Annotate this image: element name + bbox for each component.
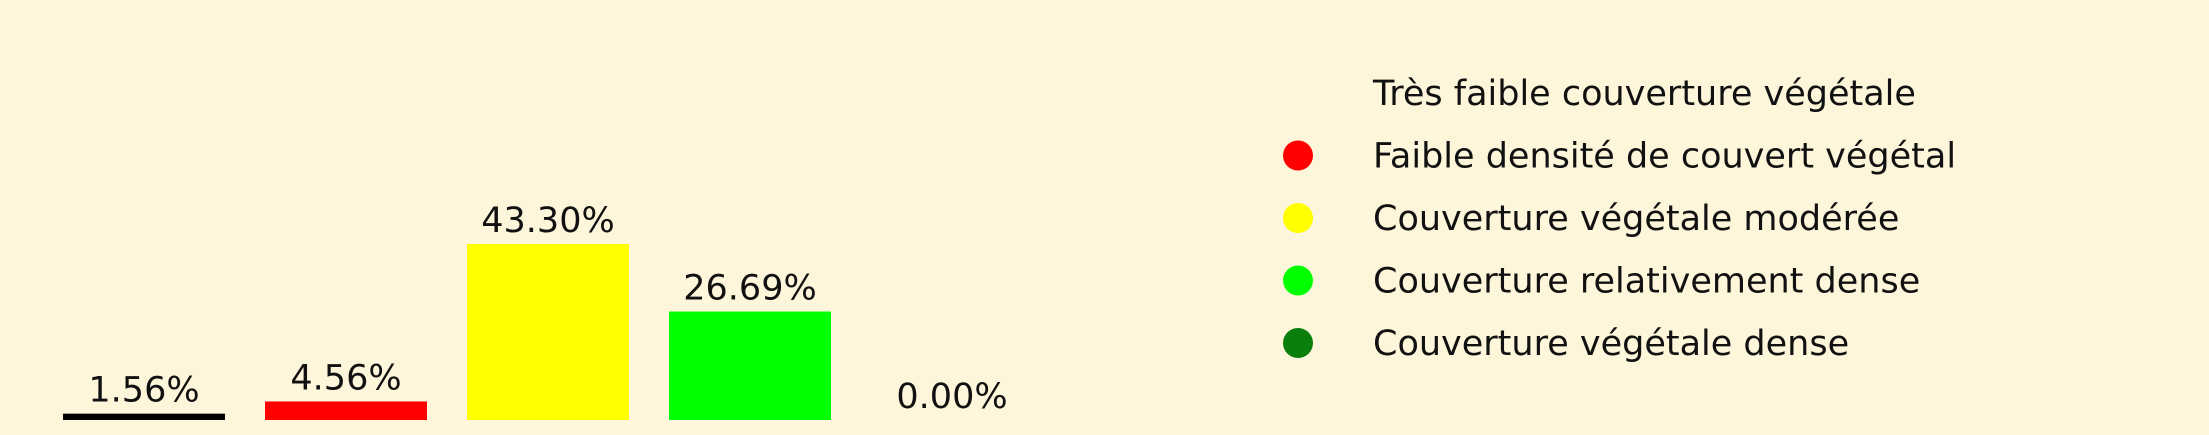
legend-entry-2: Faible densité de couvert végétal bbox=[1373, 137, 1956, 177]
legend-entry-3: Couverture végétale modérée bbox=[1373, 199, 1899, 239]
bar-label-3: 43.30% bbox=[481, 201, 614, 241]
legend: Très faible couverture végétale Faible de… bbox=[1283, 74, 1956, 364]
legend-entry-4: Couverture relativement dense bbox=[1373, 262, 1920, 302]
legend-marker-2 bbox=[1283, 140, 1313, 171]
bar-label-1: 1.56% bbox=[88, 371, 199, 411]
bar-label-2: 4.56% bbox=[290, 358, 401, 398]
legend-marker-4 bbox=[1283, 265, 1313, 296]
legend-entry-1: Très faible couverture végétale bbox=[1372, 74, 1916, 114]
bar-4 bbox=[669, 311, 831, 420]
bar-3 bbox=[467, 244, 629, 420]
bar-2 bbox=[265, 401, 427, 420]
bar-1 bbox=[63, 413, 225, 420]
legend-marker-3 bbox=[1283, 203, 1313, 233]
legend-marker-1 bbox=[1283, 78, 1313, 108]
bars-group bbox=[63, 244, 831, 420]
bar-labels-group: 1.56% 4.56% 43.30% 26.69% 0.00% bbox=[88, 201, 1007, 417]
legend-entry-5: Couverture végétale dense bbox=[1373, 324, 1849, 364]
legend-marker-5 bbox=[1283, 328, 1313, 358]
bar-label-4: 26.69% bbox=[683, 269, 816, 309]
bar-label-5: 0.00% bbox=[896, 377, 1007, 417]
